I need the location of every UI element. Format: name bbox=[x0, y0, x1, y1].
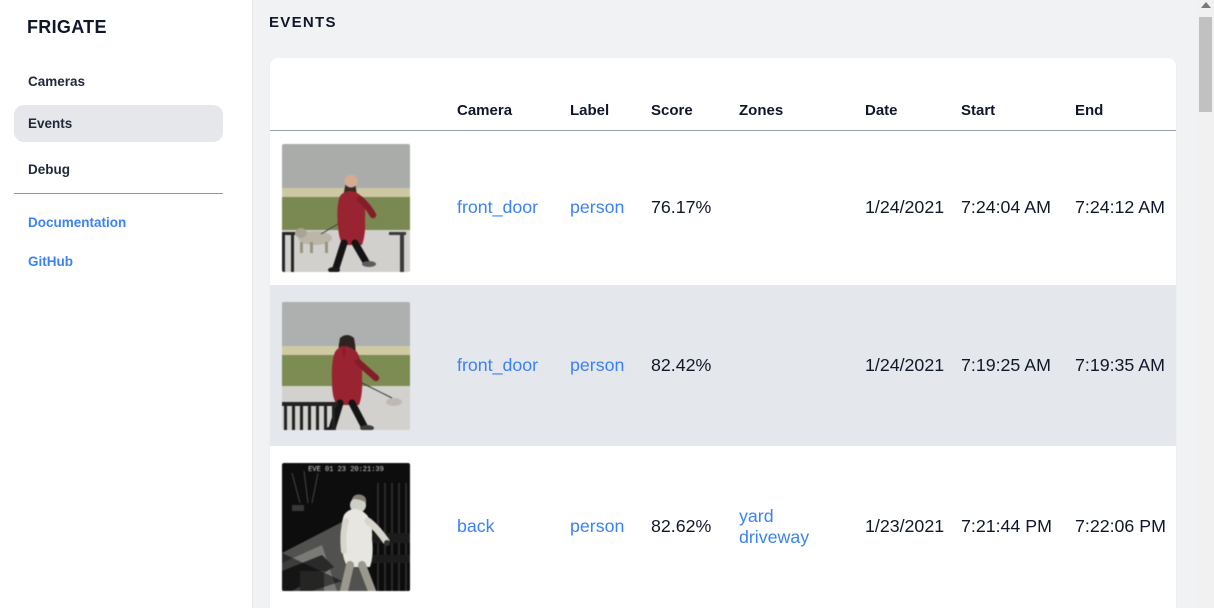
svg-text:EVE 01 23 20:21:39: EVE 01 23 20:21:39 bbox=[308, 466, 384, 474]
